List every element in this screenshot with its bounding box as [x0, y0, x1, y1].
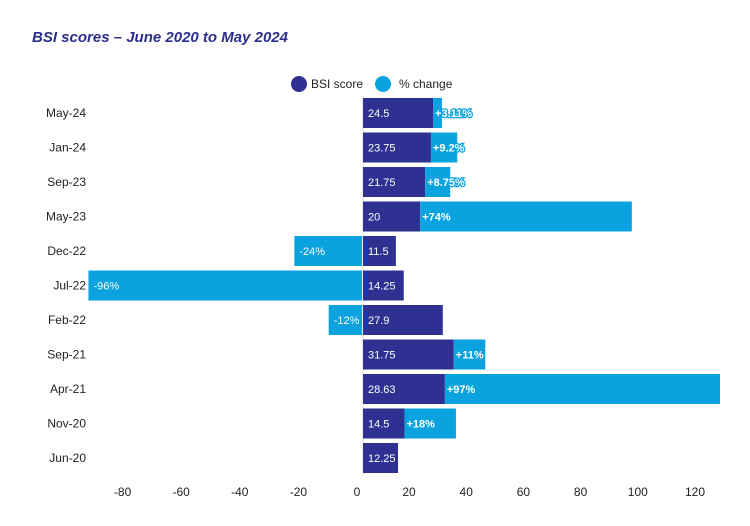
- bsi-score-bar: [363, 443, 399, 473]
- bsi-score-label: 21.75: [368, 177, 396, 189]
- x-tick-label: -40: [231, 485, 249, 499]
- pct-change-label: +8.75%: [427, 177, 465, 189]
- pct-change-label: +97%: [447, 384, 476, 396]
- bsi-score-bar: [363, 167, 426, 197]
- legend-pct-change-swatch: [375, 76, 391, 92]
- bsi-score-bar: [363, 305, 443, 335]
- pct-change-bar: [430, 132, 458, 163]
- x-tick-label: 120: [685, 485, 705, 499]
- category-label: May-24: [46, 106, 86, 120]
- pct-change-bar: [420, 201, 632, 232]
- x-tick-label: 100: [628, 485, 648, 499]
- x-tick-label: -20: [290, 485, 308, 499]
- bsi-score-label: 23.75: [368, 143, 396, 155]
- bsi-score-label: 11.5: [368, 246, 389, 258]
- category-label: Jul-22: [53, 279, 86, 293]
- pct-change-label: +11%: [456, 350, 484, 362]
- category-label: Dec-22: [47, 244, 86, 258]
- x-tick-label: -80: [114, 485, 132, 499]
- x-tick-label: 40: [460, 485, 474, 499]
- bsi-score-bar: [363, 374, 445, 404]
- x-tick-label: -60: [173, 485, 191, 499]
- bsi-score-bar: [363, 408, 405, 439]
- category-label: May-23: [46, 210, 86, 224]
- pct-change-bar: [425, 167, 451, 197]
- pct-change-bar: [444, 374, 720, 404]
- bsi-score-label: 28.63: [368, 384, 396, 396]
- category-label: Jan-24: [49, 141, 86, 155]
- bsi-score-bar: [363, 201, 421, 232]
- bsi-score-bar: [363, 339, 454, 370]
- pct-change-label: -24%: [299, 246, 325, 258]
- bsi-score-label: 31.75: [368, 350, 396, 362]
- category-label: Nov-20: [47, 417, 86, 431]
- bsi-score-bar: [363, 270, 404, 301]
- pct-change-bar: [404, 408, 456, 439]
- bsi-score-label: 27.9: [368, 315, 389, 327]
- chart-title: BSI scores – June 2020 to May 2024: [32, 29, 288, 46]
- bsi-score-label: 24.5: [368, 108, 389, 120]
- x-tick-label: 60: [517, 485, 531, 499]
- pct-change-label: +74%: [422, 212, 451, 224]
- bsi-score-label: 14.5: [368, 419, 389, 431]
- legend-pct-change-label: % change: [399, 77, 453, 91]
- bsi-score-bar: [363, 98, 434, 128]
- pct-change-bar: [453, 339, 486, 370]
- bsi-score-label: 20: [368, 212, 380, 224]
- bsi-score-bar: [363, 236, 396, 266]
- category-label: Sep-21: [47, 348, 86, 362]
- pct-change-bar: [88, 270, 362, 301]
- category-label: Feb-22: [48, 313, 86, 327]
- pct-change-label: +18%: [406, 419, 435, 431]
- pct-change-label: +3.11%: [435, 108, 472, 120]
- pct-change-bar: [294, 236, 362, 266]
- bsi-score-label: 12.25: [368, 453, 396, 465]
- x-tick-label: 0: [354, 485, 361, 499]
- pct-change-label: -12%: [334, 315, 360, 327]
- pct-change-bar: [328, 305, 362, 335]
- category-label: Jun-20: [49, 451, 86, 465]
- category-label: Sep-23: [47, 175, 86, 189]
- pct-change-label: -96%: [93, 281, 119, 293]
- pct-change-label: +9.2%: [433, 143, 465, 155]
- x-tick-label: 80: [574, 485, 588, 499]
- x-tick-label: 20: [402, 485, 416, 499]
- legend-bsi-score-label: BSI score: [311, 77, 363, 91]
- pct-change-bar: [433, 98, 442, 128]
- bsi-score-bar: [363, 132, 431, 163]
- category-label: Apr-21: [50, 382, 86, 396]
- bsi-score-label: 14.25: [368, 281, 396, 293]
- legend-bsi-score-swatch: [291, 76, 307, 92]
